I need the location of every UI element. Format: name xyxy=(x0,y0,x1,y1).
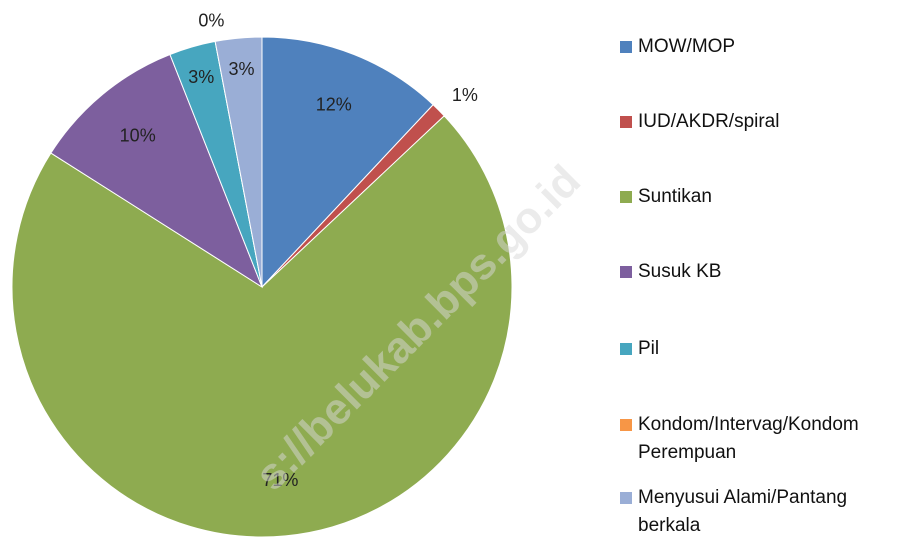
legend-label: MOW/MOP xyxy=(638,36,736,57)
legend-label: Menyusui Alami/Pantang berkala xyxy=(638,487,848,536)
legend-label: IUD/AKDR/spiral xyxy=(638,111,780,132)
data-label: 3% xyxy=(188,67,214,87)
pie-slice xyxy=(261,36,434,289)
pie-slice xyxy=(11,115,513,538)
legend-swatch xyxy=(620,419,632,431)
legend-swatch xyxy=(620,41,632,53)
legend-item: Kondom/Intervag/Kondom Perempuan xyxy=(620,411,914,467)
legend-label: Suntikan xyxy=(638,186,712,207)
legend-item: Susuk KB xyxy=(620,258,914,286)
legend-label: Pil xyxy=(638,338,660,359)
data-label: 3% xyxy=(229,59,255,79)
pie-slice xyxy=(50,53,264,289)
legend-swatch xyxy=(620,266,632,278)
legend-label: Kondom/Intervag/Kondom Perempuan xyxy=(638,414,859,463)
legend-item: Pil xyxy=(620,335,914,363)
legend-item: Menyusui Alami/Pantang berkala xyxy=(620,484,914,538)
legend-item: MOW/MOP xyxy=(620,33,914,61)
legend-swatch xyxy=(620,343,632,355)
pie-slice xyxy=(214,36,263,288)
legend-label: Susuk KB xyxy=(638,261,722,282)
legend-item: Suntikan xyxy=(620,183,914,211)
legend-swatch xyxy=(620,191,632,203)
data-label: 1% xyxy=(452,85,478,105)
data-label: 71% xyxy=(262,470,298,490)
legend-swatch xyxy=(620,116,632,128)
data-label: 12% xyxy=(316,94,352,114)
data-label: 0% xyxy=(198,11,224,31)
data-label: 10% xyxy=(120,125,156,145)
legend-item: IUD/AKDR/spiral xyxy=(620,108,914,136)
legend-swatch xyxy=(620,492,632,504)
